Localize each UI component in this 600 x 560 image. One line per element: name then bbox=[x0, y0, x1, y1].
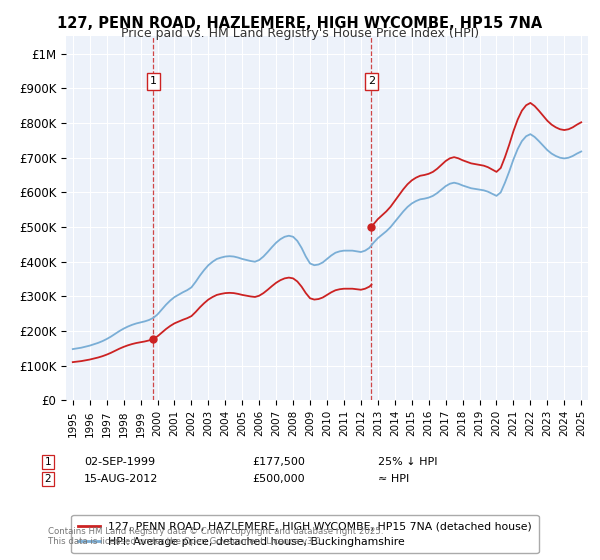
Text: 25% ↓ HPI: 25% ↓ HPI bbox=[378, 457, 437, 467]
Text: 2: 2 bbox=[44, 474, 52, 484]
Text: 1: 1 bbox=[44, 457, 52, 467]
Legend: 127, PENN ROAD, HAZLEMERE, HIGH WYCOMBE, HP15 7NA (detached house), HPI: Average: 127, PENN ROAD, HAZLEMERE, HIGH WYCOMBE,… bbox=[71, 515, 539, 553]
Text: ≈ HPI: ≈ HPI bbox=[378, 474, 409, 484]
Text: £177,500: £177,500 bbox=[252, 457, 305, 467]
Text: 2: 2 bbox=[368, 77, 375, 86]
Text: Contains HM Land Registry data © Crown copyright and database right 2025.
This d: Contains HM Land Registry data © Crown c… bbox=[48, 526, 383, 546]
Text: Price paid vs. HM Land Registry's House Price Index (HPI): Price paid vs. HM Land Registry's House … bbox=[121, 27, 479, 40]
Text: 02-SEP-1999: 02-SEP-1999 bbox=[84, 457, 155, 467]
Text: 1: 1 bbox=[150, 77, 157, 86]
Text: 127, PENN ROAD, HAZLEMERE, HIGH WYCOMBE, HP15 7NA: 127, PENN ROAD, HAZLEMERE, HIGH WYCOMBE,… bbox=[58, 16, 542, 31]
Text: £500,000: £500,000 bbox=[252, 474, 305, 484]
Text: 15-AUG-2012: 15-AUG-2012 bbox=[84, 474, 158, 484]
